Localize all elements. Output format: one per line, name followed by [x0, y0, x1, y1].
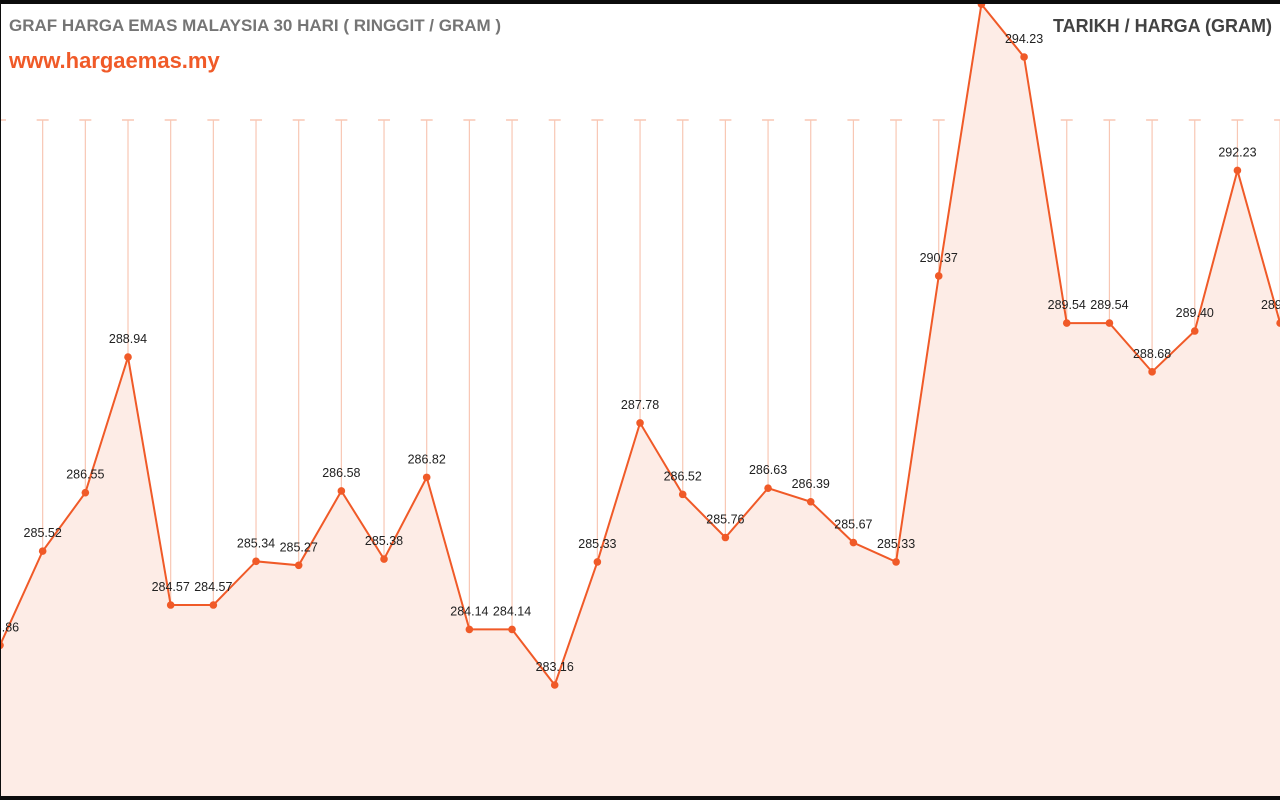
data-label: 289.40 [1176, 306, 1214, 320]
data-point [209, 601, 218, 609]
data-label: 285.38 [365, 534, 403, 548]
data-label: 286.63 [749, 463, 787, 477]
data-point [636, 419, 644, 427]
legend-label: TARIKH / HARGA (GRAM) [1053, 16, 1272, 36]
data-point [1020, 53, 1028, 61]
price-chart: 11-0412-0413-0414-0415-0416-0417-0418-04… [1, 4, 1280, 796]
data-point [678, 490, 687, 499]
data-label: 284.57 [152, 580, 190, 594]
data-label: 289.54 [1261, 298, 1280, 312]
data-point [422, 473, 431, 482]
data-point [252, 557, 260, 566]
data-label: 290.37 [920, 251, 958, 265]
data-label: 284.57 [194, 580, 232, 594]
data-label: 292.23 [1218, 145, 1256, 159]
chart-title: GRAF HARGA EMAS MALAYSIA 30 HARI ( RINGG… [9, 16, 502, 35]
data-label: 287.78 [621, 398, 659, 412]
data-label: 288.68 [1133, 347, 1171, 361]
data-point [593, 558, 602, 566]
data-label: 286.82 [408, 452, 446, 466]
data-label: 286.58 [322, 466, 360, 480]
data-point [1148, 368, 1156, 376]
area-fill [1, 4, 1280, 796]
data-label: 285.27 [280, 540, 318, 554]
data-label: 286.39 [792, 477, 830, 491]
data-point [1, 641, 4, 649]
data-label: 283.16 [536, 660, 574, 674]
data-point [806, 497, 815, 506]
data-label: 289.54 [1090, 298, 1128, 312]
data-point [81, 488, 90, 497]
data-point [124, 353, 132, 361]
data-point [550, 681, 559, 689]
data-point [977, 4, 986, 9]
data-label: 285.34 [237, 536, 275, 550]
data-point [38, 547, 47, 555]
data-point [1062, 319, 1071, 327]
data-label: 294.23 [1005, 32, 1043, 46]
data-point [508, 625, 516, 634]
data-label: 284.14 [493, 604, 531, 618]
data-point [166, 601, 175, 609]
data-label: 286.52 [664, 469, 702, 483]
data-label: 283.86 [1, 620, 19, 634]
data-point [1190, 327, 1199, 335]
data-label: 285.33 [578, 537, 616, 551]
data-label: 289.54 [1048, 298, 1086, 312]
data-point [1105, 319, 1114, 327]
data-point [1276, 319, 1280, 327]
data-point [849, 538, 858, 547]
data-point [465, 625, 474, 634]
data-point [721, 533, 730, 542]
data-label: 285.76 [706, 513, 744, 527]
data-point [934, 272, 943, 280]
site-link[interactable]: www.hargaemas.my [9, 48, 220, 73]
data-label: 285.33 [877, 537, 915, 551]
data-point [764, 484, 772, 492]
data-point [337, 487, 346, 495]
data-label: 284.14 [450, 604, 488, 618]
data-label: 285.67 [834, 518, 872, 532]
data-point [1233, 166, 1242, 175]
data-point [892, 558, 900, 566]
data-label: 286.55 [66, 468, 104, 482]
data-point [294, 561, 303, 570]
data-point [380, 555, 388, 563]
chart-panel: 11-0412-0413-0414-0415-0416-0417-0418-04… [1, 4, 1280, 796]
data-label: 288.94 [109, 332, 147, 346]
data-label: 285.52 [24, 526, 62, 540]
